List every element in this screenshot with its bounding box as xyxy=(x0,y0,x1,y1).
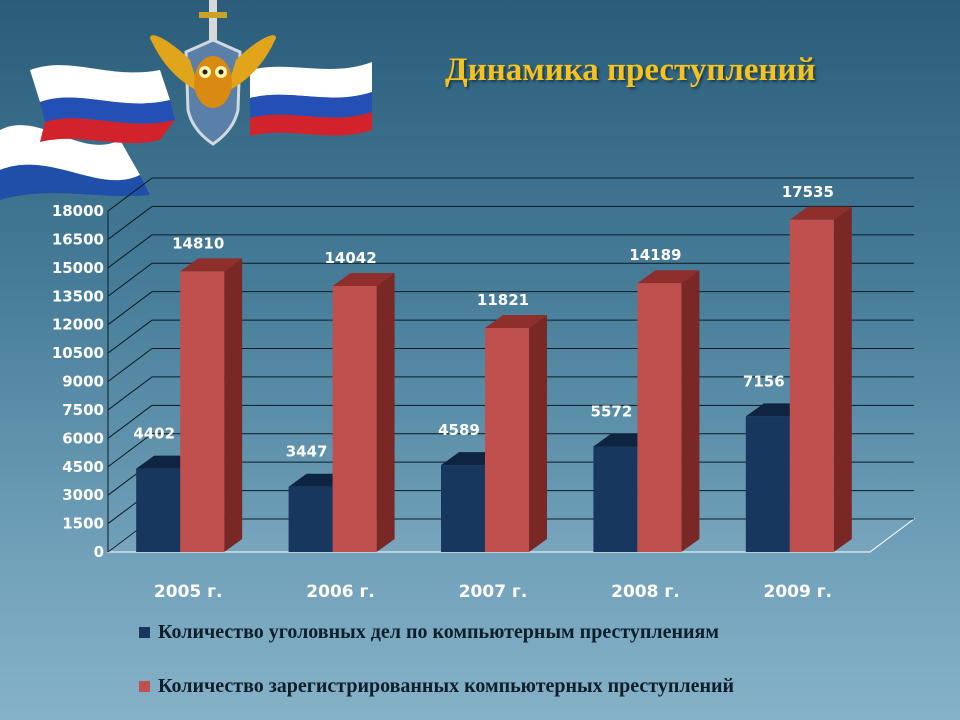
legend-swatch-series-2 xyxy=(139,680,150,692)
bar-series-2-front xyxy=(789,219,834,552)
bar-series-2-side xyxy=(224,258,243,552)
bar-series-2-side xyxy=(681,270,700,552)
y-tick-label: 0 xyxy=(94,543,104,561)
data-label-series-2: 14810 xyxy=(172,234,224,252)
bar-series-2-front xyxy=(332,285,377,552)
bar-series-1-front xyxy=(288,486,333,552)
bar-series-2 xyxy=(485,315,547,552)
bar-series-2 xyxy=(180,258,243,552)
data-label-series-1: 7156 xyxy=(743,372,785,390)
owl-shield-icon xyxy=(150,0,276,146)
y-tick-label: 18000 xyxy=(52,202,104,220)
y-tick-label: 6000 xyxy=(62,429,104,447)
data-label-series-2: 17535 xyxy=(782,183,834,201)
gridline-side xyxy=(107,348,153,382)
y-tick-label: 12000 xyxy=(52,316,104,334)
gridline-side xyxy=(107,234,153,269)
bar-series-1-front xyxy=(441,465,485,552)
russian-flag-ribbon-icon xyxy=(0,62,372,200)
bar-series-2-side xyxy=(376,272,395,552)
bar-series-2-top xyxy=(485,315,547,329)
bar-series-1-front xyxy=(136,468,181,552)
y-tick-label: 9000 xyxy=(62,373,104,391)
y-tick-label: 10500 xyxy=(52,344,104,362)
gridline-side xyxy=(107,433,153,468)
y-tick-label: 16500 xyxy=(52,230,104,248)
bar-series-1-front xyxy=(593,446,638,552)
gridline-side xyxy=(107,177,153,212)
x-tick-label: 2008 г. xyxy=(611,582,680,602)
gridline-side xyxy=(107,206,153,240)
y-tick-label: 4500 xyxy=(62,458,104,476)
data-label-series-1: 5572 xyxy=(591,402,633,420)
gridline-side xyxy=(107,319,153,354)
gridline-side xyxy=(107,376,153,411)
legend-label-series-1: Количество уголовных дел по компьютерным… xyxy=(158,620,719,643)
emblem-logo xyxy=(0,0,372,200)
y-tick-label: 7500 xyxy=(62,401,104,419)
bar-series-2-top xyxy=(789,206,852,220)
legend-item-series-1: Количество уголовных дел по компьютерным… xyxy=(139,620,939,644)
bar-series-2-front xyxy=(637,283,682,552)
bar-series-2-side xyxy=(529,315,547,552)
gridline-side xyxy=(107,404,153,439)
x-tick-label: 2009 г. xyxy=(764,582,833,602)
bar-series-2-front xyxy=(485,328,529,552)
data-label-series-2: 14042 xyxy=(325,249,377,267)
bar-series-2-top xyxy=(637,270,700,284)
x-tick-label: 2007 г. xyxy=(459,582,528,602)
x-tick-label: 2006 г. xyxy=(306,582,375,602)
y-tick-label: 1500 xyxy=(62,515,104,533)
legend-swatch-series-1 xyxy=(139,626,150,638)
legend-label-series-2: Количество зарегистрированных компьютерн… xyxy=(158,674,735,697)
data-label-series-1: 4589 xyxy=(438,421,480,439)
bar-series-2-side xyxy=(833,206,852,552)
y-tick-label: 15000 xyxy=(52,259,104,277)
y-tick-label: 13500 xyxy=(52,287,104,305)
bar-series-2-front xyxy=(180,271,225,552)
bar-series-1-front xyxy=(745,416,790,552)
x-tick-label: 2005 г. xyxy=(154,582,223,602)
bar-series-2 xyxy=(637,270,700,552)
bar-series-2-top xyxy=(332,272,395,286)
bar-series-2 xyxy=(789,206,852,552)
data-label-series-2: 11821 xyxy=(477,291,529,309)
legend-item-series-2: Количество зарегистрированных компьютерн… xyxy=(139,674,939,698)
data-label-series-1: 4402 xyxy=(133,425,175,443)
y-tick-label: 3000 xyxy=(62,486,104,504)
gridline-side xyxy=(107,262,153,297)
data-label-series-1: 3447 xyxy=(286,443,328,461)
bar-series-2-top xyxy=(180,258,243,272)
data-label-series-2: 14189 xyxy=(629,246,681,264)
bar-series-2 xyxy=(332,272,395,552)
gridline-side xyxy=(107,291,153,326)
page-title: Динамика преступлений xyxy=(445,52,816,88)
